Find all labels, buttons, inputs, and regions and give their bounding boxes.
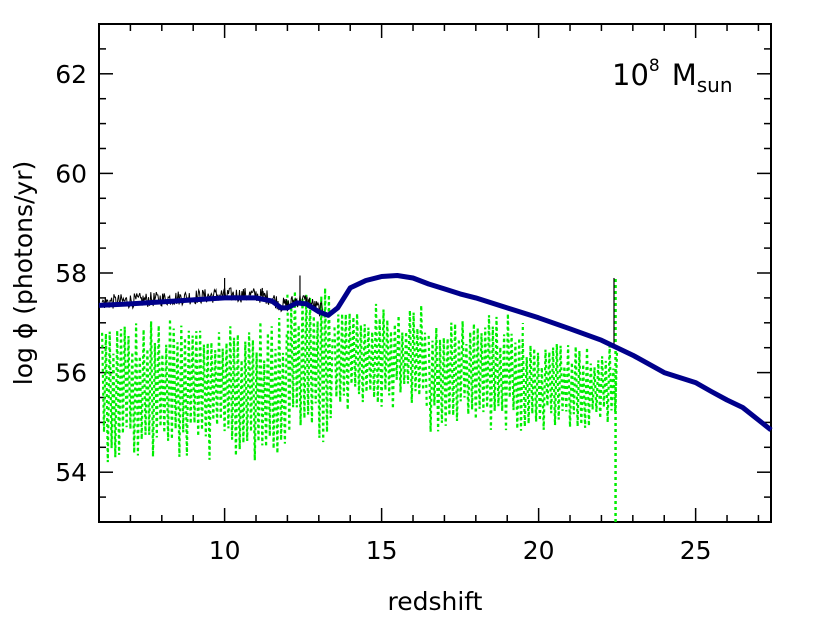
- green-segment: [333, 303, 428, 410]
- x-tick-label: 20: [523, 536, 555, 565]
- green-segment: [286, 288, 334, 443]
- mass-exponent: 8: [649, 56, 660, 76]
- green-segment: [101, 317, 288, 463]
- x-tick-label: 15: [366, 536, 398, 565]
- y-tick-label: 56: [55, 359, 87, 388]
- y-tick-label: 62: [55, 60, 87, 89]
- mass-unit-subscript: sun: [697, 73, 733, 97]
- x-tick-label: 10: [209, 536, 241, 565]
- plot-frame: [98, 23, 772, 523]
- series-smoothed: [98, 273, 773, 432]
- x-tick-label: 25: [680, 536, 712, 565]
- mass-annotation: 108 Msun: [612, 56, 733, 97]
- y-tick-label: 60: [55, 159, 87, 188]
- mass-base: 10: [612, 58, 649, 92]
- ticks-group: [98, 23, 771, 523]
- y-tick-labels: 54 56 58 60 62: [55, 60, 87, 487]
- series-dashed-component: [101, 277, 619, 522]
- y-tick-label: 54: [55, 458, 87, 487]
- y-axis-label: log ϕ (photons/yr): [9, 161, 38, 385]
- y-tick-label: 58: [55, 259, 87, 288]
- x-tick-labels: 10 15 20 25: [209, 536, 712, 565]
- mass-unit: M: [672, 58, 697, 92]
- green-segment: [427, 313, 524, 432]
- x-axis-label: redshift: [388, 587, 483, 616]
- smoothed-line: [98, 273, 773, 432]
- green-segment: [521, 342, 619, 430]
